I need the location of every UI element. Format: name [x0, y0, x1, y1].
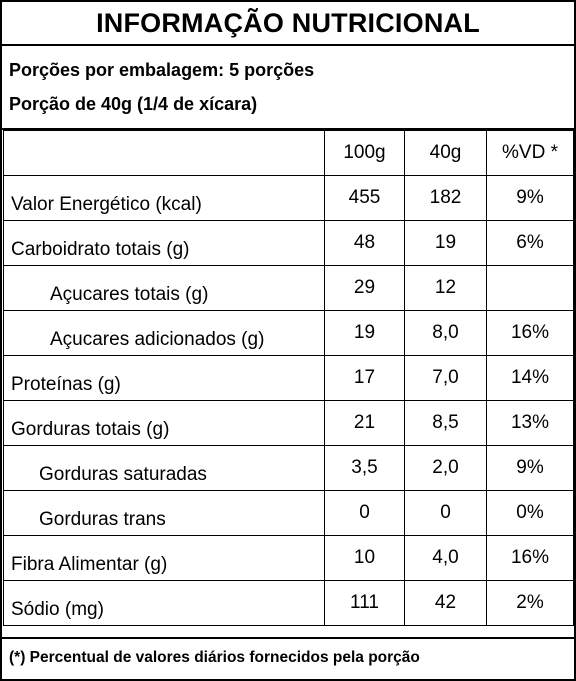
table-row: Açucares adicionados (g) 19 8,0 16%	[3, 310, 574, 356]
table-row: Gorduras saturadas 3,5 2,0 9%	[3, 445, 574, 491]
table-row: Açucares totais (g) 29 12	[3, 265, 574, 311]
value-100g: 0	[324, 490, 405, 536]
value-40g: 4,0	[404, 535, 487, 581]
value-100g: 17	[324, 355, 405, 401]
column-header-nutrient	[3, 130, 325, 176]
value-40g: 12	[404, 265, 487, 311]
value-100g: 455	[324, 175, 405, 221]
daily-value: 13%	[486, 400, 574, 446]
value-100g: 19	[324, 310, 405, 356]
value-100g: 111	[324, 580, 405, 626]
daily-value: 6%	[486, 220, 574, 266]
daily-value: 16%	[486, 310, 574, 356]
value-40g: 8,5	[404, 400, 487, 446]
value-100g: 10	[324, 535, 405, 581]
value-40g: 8,0	[404, 310, 487, 356]
value-40g: 19	[404, 220, 487, 266]
table-row: Gorduras totais (g) 21 8,5 13%	[3, 400, 574, 446]
label-title: INFORMAÇÃO NUTRICIONAL	[2, 2, 574, 46]
daily-value: 14%	[486, 355, 574, 401]
value-100g: 29	[324, 265, 405, 311]
value-100g: 3,5	[324, 445, 405, 491]
nutrient-name: Sódio (mg)	[3, 580, 325, 626]
table-row: Valor Energético (kcal) 455 182 9%	[3, 175, 574, 221]
value-100g: 21	[324, 400, 405, 446]
daily-value	[486, 265, 574, 311]
nutrient-name: Açucares adicionados (g)	[3, 310, 325, 356]
value-40g: 42	[404, 580, 487, 626]
nutrition-table: 100g 40g %VD * Valor Energético (kcal) 4…	[3, 130, 574, 626]
table-row: Carboidrato totais (g) 48 19 6%	[3, 220, 574, 266]
value-40g: 182	[404, 175, 487, 221]
nutrient-name: Gorduras trans	[3, 490, 325, 536]
nutrient-name: Fibra Alimentar (g)	[3, 535, 325, 581]
table-row: Proteínas (g) 17 7,0 14%	[3, 355, 574, 401]
daily-value: 16%	[486, 535, 574, 581]
daily-value: 2%	[486, 580, 574, 626]
footnote: (*) Percentual de valores diários fornec…	[2, 637, 574, 679]
column-header-daily-value: %VD *	[486, 130, 574, 176]
servings-per-package: Porções por embalagem: 5 porções	[9, 60, 315, 80]
nutrient-name: Gorduras totais (g)	[3, 400, 325, 446]
daily-value: 9%	[486, 175, 574, 221]
value-40g: 0	[404, 490, 487, 536]
table-row: Fibra Alimentar (g) 10 4,0 16%	[3, 535, 574, 581]
table-row: Sódio (mg) 111 42 2%	[3, 580, 574, 626]
nutrient-name: Proteínas (g)	[3, 355, 325, 401]
column-header-100g: 100g	[324, 130, 405, 176]
table-header-row: 100g 40g %VD *	[3, 130, 574, 176]
nutrient-name: Valor Energético (kcal)	[3, 175, 325, 221]
nutrient-name: Gorduras saturadas	[3, 445, 325, 491]
serving-size: Porção de 40g (1/4 de xícara)	[2, 87, 574, 130]
nutrient-name: Açucares totais (g)	[3, 265, 325, 311]
daily-value: 9%	[486, 445, 574, 491]
table-row: Gorduras trans 0 0 0%	[3, 490, 574, 536]
nutrient-name: Carboidrato totais (g)	[3, 220, 325, 266]
value-40g: 7,0	[404, 355, 487, 401]
value-100g: 48	[324, 220, 405, 266]
column-header-40g: 40g	[404, 130, 487, 176]
value-40g: 2,0	[404, 445, 487, 491]
daily-value: 0%	[486, 490, 574, 536]
